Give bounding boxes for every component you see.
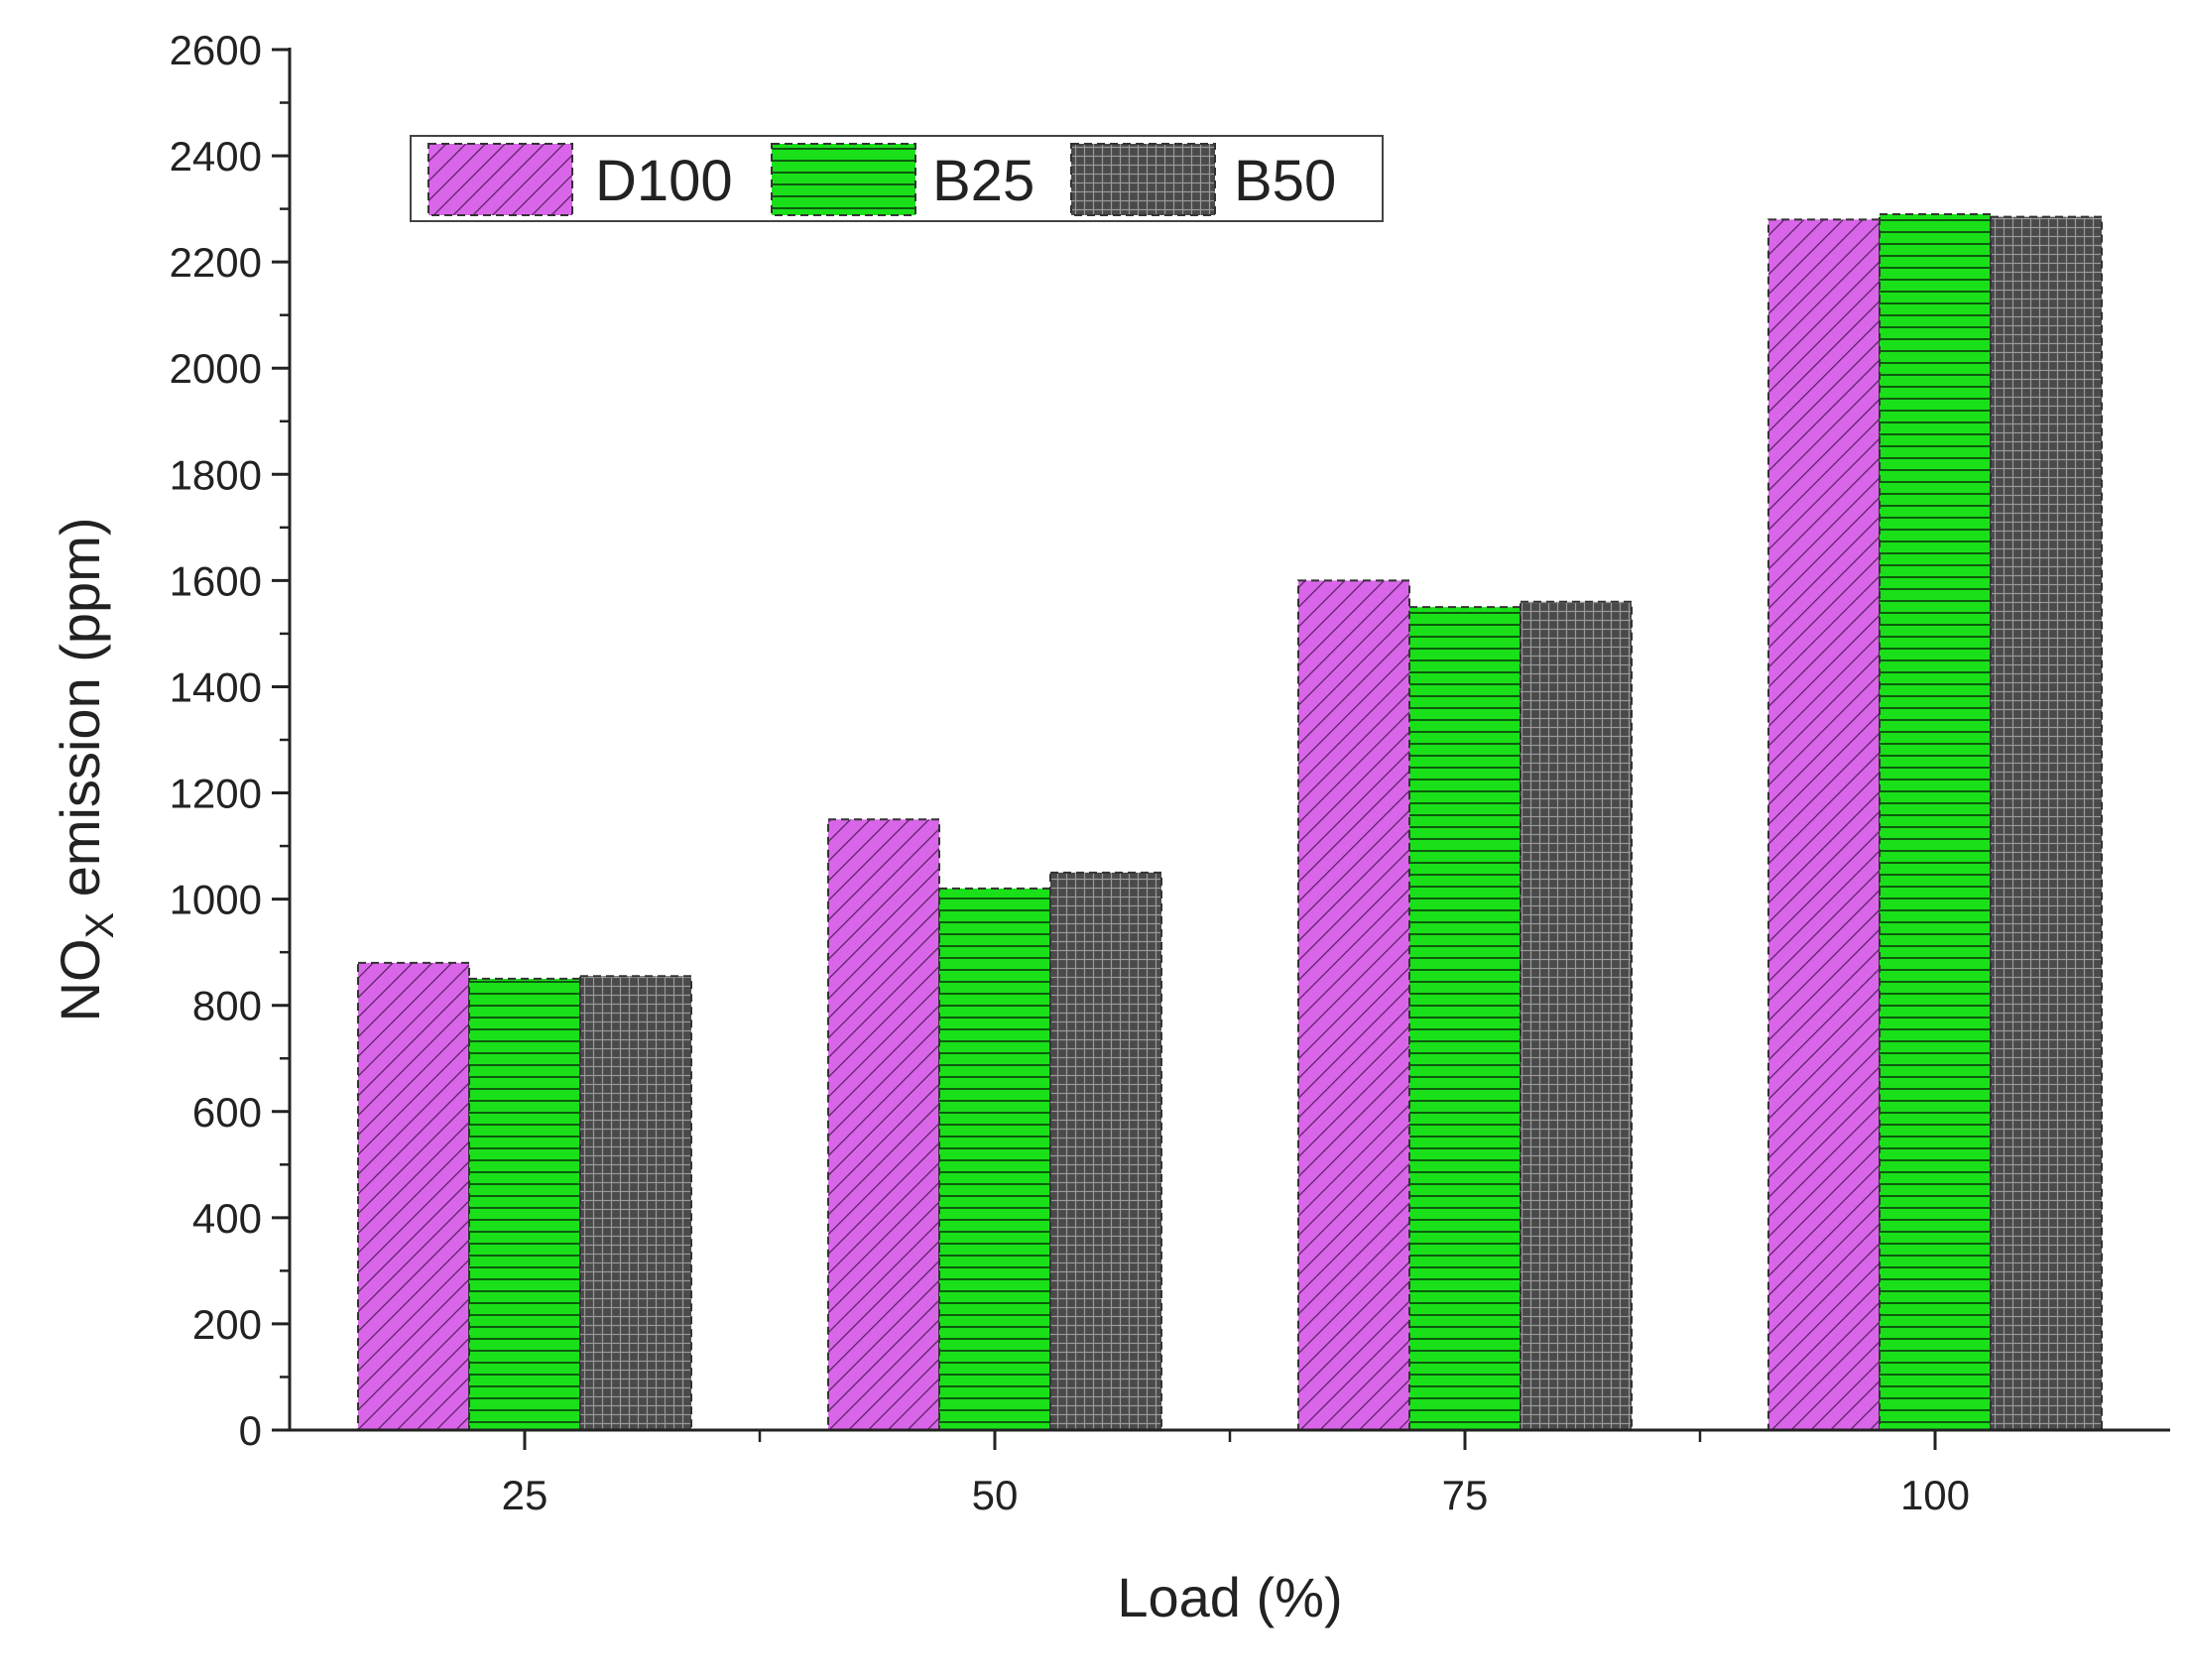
y-tick-label: 1200	[170, 771, 262, 817]
y-axis-title-subscript: X	[78, 912, 122, 939]
legend-label-d100: D100	[595, 149, 733, 213]
bars-layer	[357, 212, 2103, 1432]
bar-b50-50	[1049, 871, 1162, 1431]
y-tick-label: 1600	[170, 557, 262, 604]
bar-b25-100	[1879, 212, 1992, 1431]
bar-b25-75	[1408, 606, 1521, 1431]
y-tick-label: 1400	[170, 663, 262, 710]
y-axis-title-rest: emission (ppm)	[49, 517, 111, 911]
y-tick-label: 1800	[170, 451, 262, 498]
y-tick-label: 2000	[170, 345, 262, 392]
y-tick-label: 800	[192, 983, 262, 1029]
y-tick-label: 200	[192, 1301, 262, 1348]
bar-b50-75	[1520, 600, 1633, 1431]
y-axis-ticks: 0 200 400 600 800 1000 1200 1400 1600 1800 2000 220…	[170, 27, 290, 1454]
y-tick-label: 0	[239, 1407, 262, 1454]
y-tick-label: 2400	[170, 133, 262, 180]
y-tick-label: 2600	[170, 27, 262, 73]
y-tick-label: 600	[192, 1089, 262, 1136]
legend-swatch-b25	[771, 143, 916, 216]
x-tick-label: 100	[1900, 1472, 1970, 1518]
bar-b25-50	[938, 887, 1051, 1431]
legend-swatch-d100	[427, 143, 573, 216]
bar-d100-100	[1767, 218, 1881, 1431]
x-tick-label: 75	[1442, 1472, 1489, 1518]
y-tick-label: 400	[192, 1195, 262, 1242]
y-axis-title-main: NO	[49, 939, 111, 1022]
x-axis-title: Load (%)	[1117, 1566, 1342, 1628]
x-tick-label: 25	[502, 1472, 548, 1518]
y-tick-label: 1000	[170, 877, 262, 923]
bar-b25-25	[468, 977, 581, 1432]
x-tick-label: 50	[972, 1472, 1019, 1518]
y-tick-label: 2200	[170, 239, 262, 286]
legend-label-b50: B50	[1234, 149, 1336, 213]
legend-label-b25: B25	[932, 149, 1034, 213]
legend: D100 B25 B50	[410, 135, 1384, 222]
bar-d100-50	[827, 818, 940, 1431]
x-axis-ticks: 25 50 75 100	[502, 1430, 1970, 1518]
bar-d100-75	[1297, 579, 1410, 1431]
bar-b50-100	[1990, 215, 2103, 1432]
bar-d100-25	[357, 961, 470, 1431]
legend-swatch-b50	[1070, 143, 1216, 216]
bar-b50-25	[579, 975, 692, 1431]
y-axis-title: NOX emission (ppm)	[49, 517, 122, 1021]
